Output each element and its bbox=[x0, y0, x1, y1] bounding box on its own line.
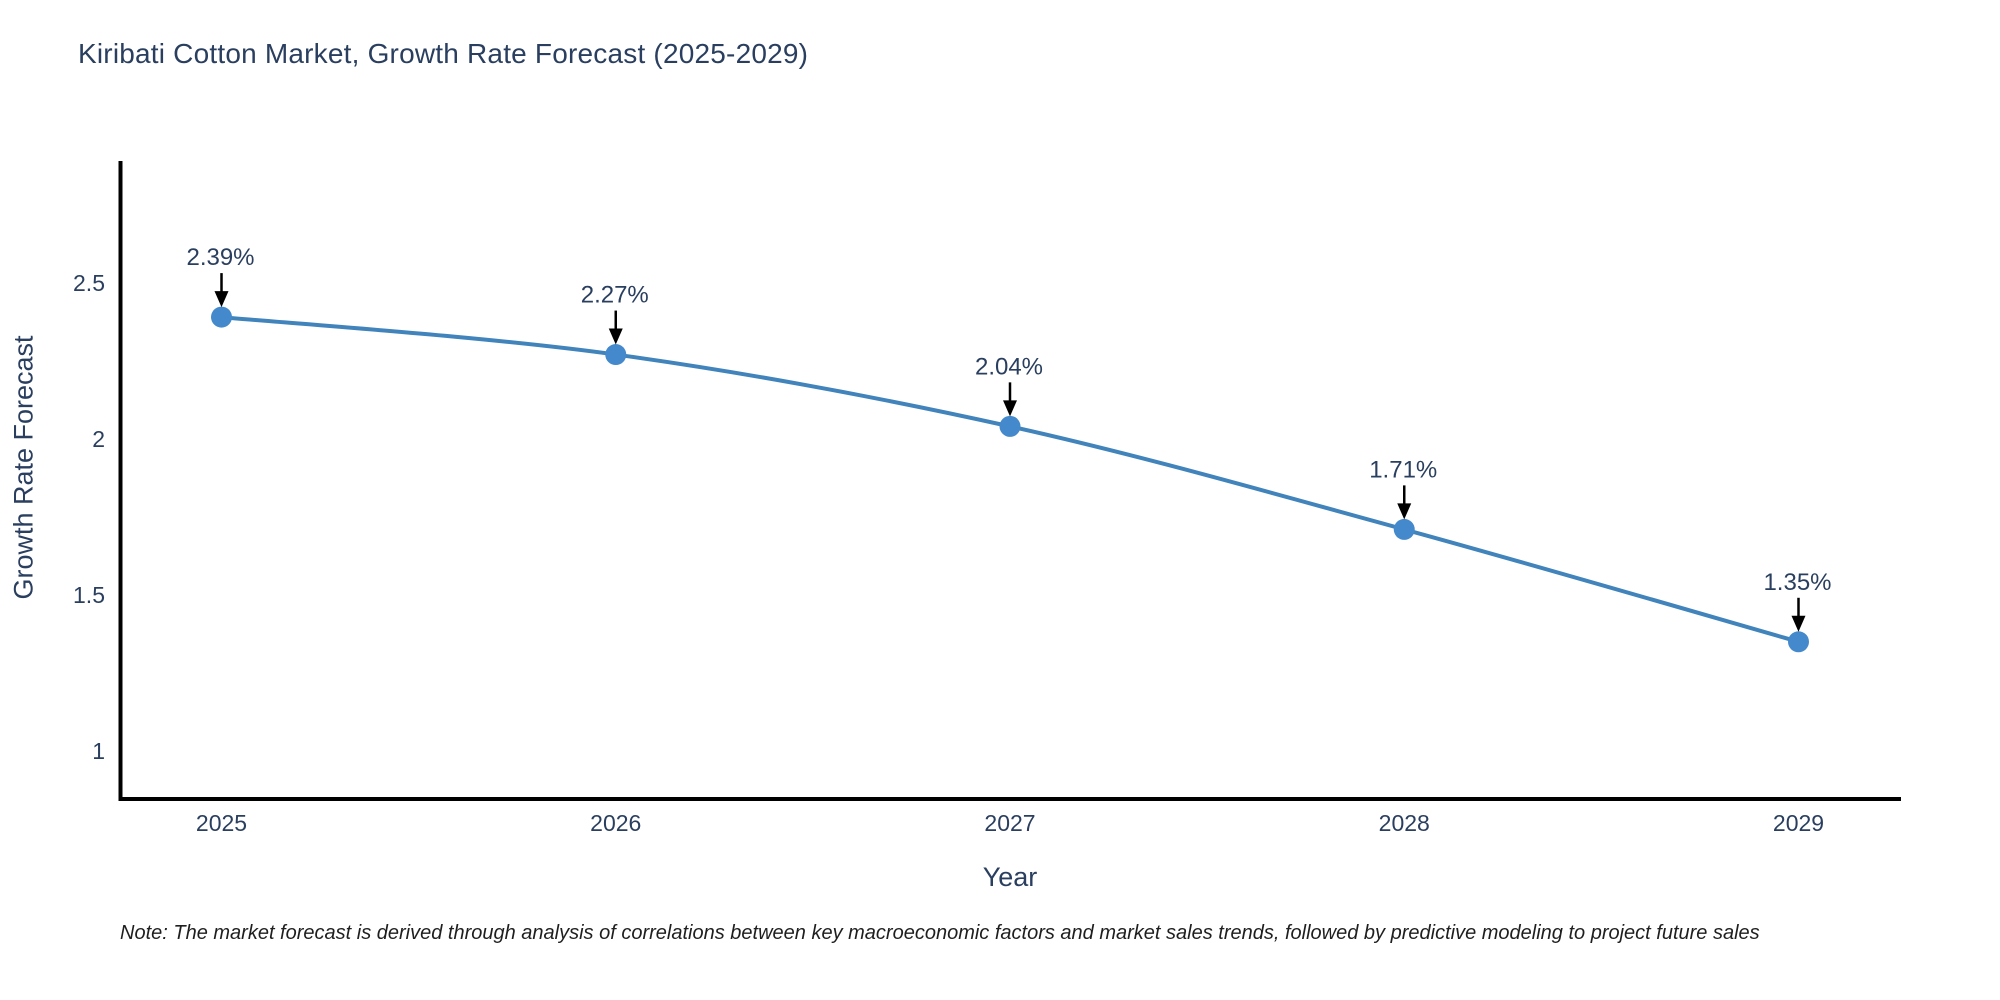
x-tick-label: 2028 bbox=[1379, 810, 1430, 836]
annotation-arrow-head bbox=[1397, 503, 1412, 520]
annotation-arrow-head bbox=[1791, 615, 1806, 632]
x-tick-label: 2027 bbox=[984, 810, 1035, 836]
x-axis-title: Year bbox=[982, 862, 1038, 892]
point-value-label: 2.27% bbox=[581, 282, 649, 309]
data-point bbox=[999, 415, 1021, 437]
data-point bbox=[211, 306, 233, 328]
point-value-label: 1.35% bbox=[1763, 569, 1831, 596]
y-tick-label: 1.5 bbox=[73, 582, 105, 608]
y-tick-label: 2 bbox=[92, 426, 105, 452]
annotation-arrow-head bbox=[608, 328, 623, 345]
annotation-arrow-head bbox=[1003, 400, 1017, 417]
point-value-label: 2.39% bbox=[186, 244, 254, 271]
x-tick-label: 2029 bbox=[1773, 810, 1824, 836]
point-value-label: 1.71% bbox=[1369, 456, 1437, 483]
x-tick-label: 2025 bbox=[196, 810, 247, 836]
data-point bbox=[1393, 518, 1415, 540]
annotation-arrow-head bbox=[214, 291, 229, 308]
data-point bbox=[605, 344, 627, 366]
axis-spines bbox=[118, 161, 1901, 801]
y-tick-label: 2.5 bbox=[73, 270, 105, 296]
data-point bbox=[1787, 631, 1809, 653]
y-tick-label: 1 bbox=[92, 738, 105, 764]
footnote: Note: The market forecast is derived thr… bbox=[120, 922, 1760, 944]
chart-title: Kiribati Cotton Market, Growth Rate Fore… bbox=[78, 38, 809, 69]
point-value-label: 2.04% bbox=[975, 353, 1043, 380]
x-tick-label: 2026 bbox=[590, 810, 641, 836]
